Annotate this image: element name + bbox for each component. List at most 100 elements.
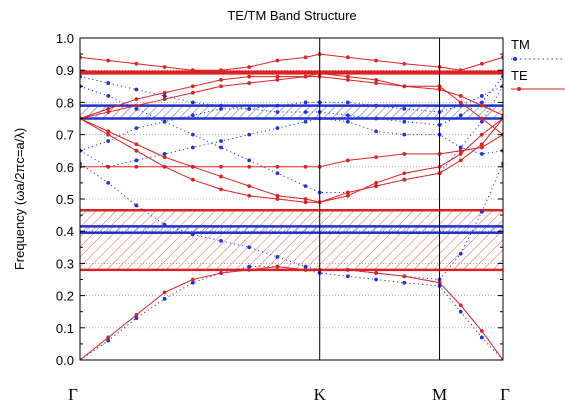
band-point-tm xyxy=(219,103,223,108)
y-axis-label: Frequency (ωa/2πc=a/λ) xyxy=(12,128,27,270)
band-point-te xyxy=(458,148,463,153)
band-point-te xyxy=(106,58,111,63)
y-tick-label: 0.3 xyxy=(56,256,74,271)
band-point-tm xyxy=(134,87,139,92)
band-point-tm xyxy=(275,171,280,176)
band-point-te xyxy=(106,335,111,340)
band-point-te xyxy=(134,142,139,147)
band-point-te xyxy=(458,152,463,156)
band-point-te xyxy=(374,77,378,82)
band-point-te xyxy=(275,74,280,79)
band-point-tm xyxy=(345,119,350,124)
band-point-te xyxy=(190,164,195,169)
band-point-te xyxy=(303,200,308,205)
y-tick-label: 0.2 xyxy=(56,289,74,304)
band-gaps xyxy=(80,70,503,272)
band-point-tm xyxy=(247,264,252,269)
band-point-te xyxy=(106,110,111,114)
band-point-te xyxy=(275,164,280,169)
band-point-tm xyxy=(134,158,139,163)
band-point-tm xyxy=(190,280,195,285)
y-tick-label: 0.4 xyxy=(56,224,74,239)
band-point-te xyxy=(402,274,407,279)
band-point-te xyxy=(345,74,350,79)
band-point-te xyxy=(374,184,378,189)
band-point-te xyxy=(219,187,223,192)
band-point-te xyxy=(345,193,350,198)
band-point-te xyxy=(374,181,378,185)
band-point-tm xyxy=(219,139,223,143)
band-point-te xyxy=(303,197,308,201)
band-point-tm xyxy=(374,129,378,134)
k-point-label: M xyxy=(432,385,447,404)
band-point-te xyxy=(162,290,167,295)
band-point-tm xyxy=(162,296,167,301)
band-point-tm xyxy=(106,81,111,85)
band-point-te xyxy=(458,68,463,73)
band-point-te xyxy=(219,271,223,275)
band-point-tm xyxy=(134,316,139,321)
band-point-te xyxy=(303,74,308,79)
band-point-tm xyxy=(219,106,223,111)
band-point-tm xyxy=(479,100,484,105)
legend-label-te: TE xyxy=(511,68,528,83)
y-tick-label: 0.5 xyxy=(56,192,74,207)
band-point-tm xyxy=(190,232,195,237)
band-point-tm xyxy=(219,238,223,243)
band-point-tm xyxy=(247,158,252,163)
band-point-te xyxy=(106,164,111,169)
band-point-te xyxy=(134,148,139,153)
band-point-te xyxy=(374,155,378,160)
legend-marker-tm xyxy=(513,57,517,61)
band-point-te xyxy=(303,267,308,272)
legend: TM TE xyxy=(511,37,565,91)
band-point-te xyxy=(162,90,167,95)
band-point-te xyxy=(479,61,484,66)
band-line-tm xyxy=(80,85,503,194)
band-point-tm xyxy=(275,255,280,259)
band-gap-fill xyxy=(80,210,503,270)
band-point-tm xyxy=(190,132,195,137)
band-point-tm xyxy=(247,132,252,137)
band-point-tm xyxy=(374,277,378,282)
band-point-te xyxy=(479,329,484,333)
band-point-tm xyxy=(374,103,378,108)
band-point-te xyxy=(345,55,350,60)
band-point-tm xyxy=(479,335,484,340)
y-tick-label: 0.0 xyxy=(56,353,74,368)
band-point-te xyxy=(162,164,167,169)
band-point-te xyxy=(402,61,407,66)
band-point-te xyxy=(458,303,463,308)
band-point-te xyxy=(219,164,223,169)
band-point-te xyxy=(106,106,111,111)
band-point-tm xyxy=(134,126,139,131)
y-tick-label: 0.1 xyxy=(56,321,74,336)
band-point-te xyxy=(134,313,139,317)
y-tick-label: 0.7 xyxy=(56,128,74,143)
band-point-te xyxy=(190,277,195,282)
band-point-te xyxy=(275,197,280,201)
band-point-te xyxy=(479,142,484,147)
band-point-tm xyxy=(479,94,484,98)
band-point-tm xyxy=(303,264,308,269)
band-point-te xyxy=(219,68,223,73)
k-point-label: K xyxy=(314,385,327,404)
band-point-tm xyxy=(190,113,195,118)
y-tick-label: 0.8 xyxy=(56,95,74,110)
band-point-te xyxy=(275,264,280,269)
band-point-tm xyxy=(458,309,463,314)
band-point-tm xyxy=(162,152,167,156)
band-point-te xyxy=(458,100,463,105)
band-point-te xyxy=(374,271,378,275)
band-point-te xyxy=(479,116,484,121)
band-point-te xyxy=(275,77,280,82)
k-point-lines xyxy=(319,38,441,360)
chart-title: TE/TM Band Structure xyxy=(227,8,356,23)
band-point-te xyxy=(275,193,280,198)
k-point-label: Γ xyxy=(68,385,78,404)
band-point-tm xyxy=(106,139,111,143)
y-tick-label: 1.0 xyxy=(56,31,74,46)
band-point-tm xyxy=(275,126,280,131)
band-point-te xyxy=(374,81,378,85)
